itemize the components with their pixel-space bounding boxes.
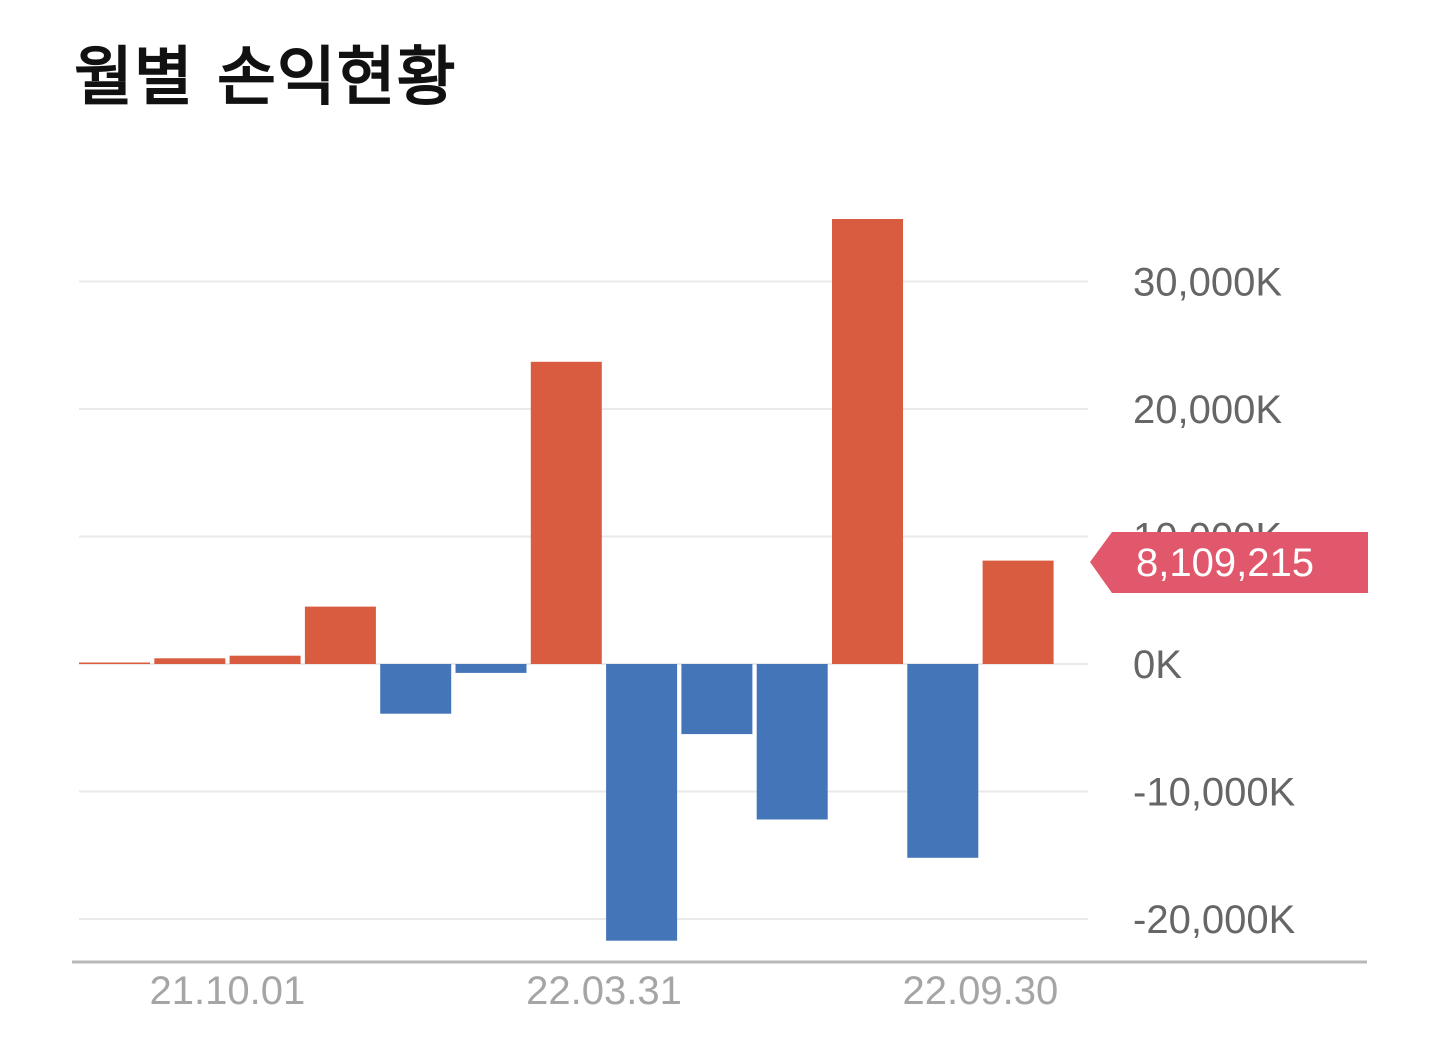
bar — [229, 655, 301, 664]
bar — [380, 664, 452, 714]
x-tick-label: 22.09.30 — [903, 969, 1059, 1013]
bar — [907, 664, 979, 858]
x-tick-label: 22.03.31 — [526, 969, 682, 1013]
last-value-label-text: 8,109,215 — [1136, 541, 1314, 585]
bar — [606, 664, 678, 941]
y-tick-label: 0K — [1133, 643, 1182, 687]
bars — [79, 219, 1054, 941]
y-tick-label: 20,000K — [1133, 388, 1282, 432]
bar — [304, 606, 376, 664]
bar — [982, 560, 1054, 664]
bar — [756, 664, 828, 820]
bar — [455, 664, 527, 673]
bar — [154, 658, 226, 664]
bar — [79, 662, 150, 664]
bar — [681, 664, 753, 735]
x-axis-ticks: 21.10.01 22.03.31 22.09.30 — [150, 969, 1059, 1013]
last-value-label-background — [1090, 532, 1368, 593]
y-tick-label: 30,000K — [1133, 261, 1282, 305]
y-tick-label: -20,000K — [1133, 898, 1296, 942]
bar — [530, 361, 602, 664]
y-tick-label: -10,000K — [1133, 771, 1296, 815]
x-tick-label: 21.10.01 — [150, 969, 306, 1013]
bar — [832, 219, 903, 664]
page-title: 월별 손익현황 — [74, 41, 457, 115]
last-value-label: 8,109,215 — [1090, 532, 1368, 593]
